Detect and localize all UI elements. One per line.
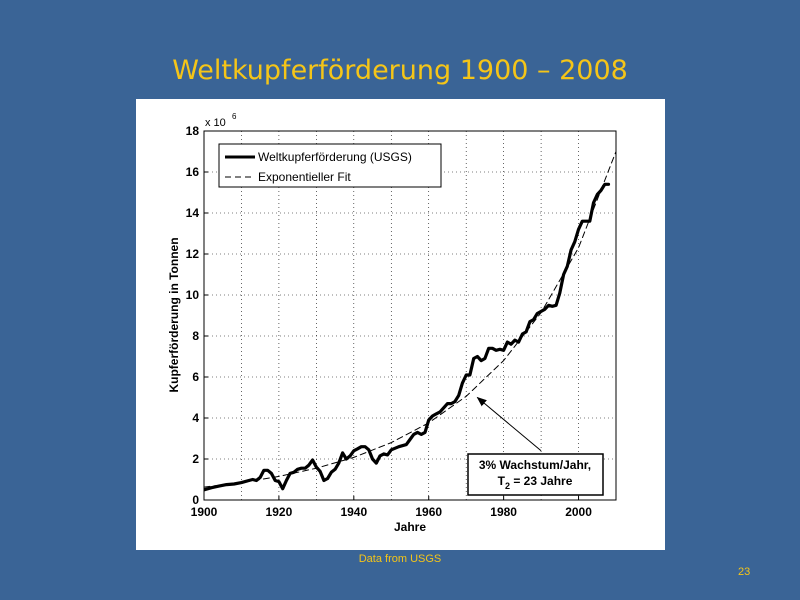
data-source-note: Data from USGS — [358, 553, 442, 565]
x-tick-label: 1960 — [415, 505, 442, 519]
y-tick-label: 18 — [186, 124, 200, 138]
x-tick-label: 1920 — [266, 505, 293, 519]
grid — [204, 131, 616, 500]
y-tick-label: 10 — [186, 288, 200, 302]
page-number: 23 — [738, 566, 751, 578]
chart-panel: 1900 1920 1940 1960 1980 2000 0 2 4 6 8 10 12 14 16 18 … — [136, 99, 665, 550]
legend-label-fit: Exponentieller Fit — [258, 170, 351, 184]
y-multiplier-label: x 10 — [205, 117, 226, 129]
annotation-t-symbol: T — [498, 474, 506, 488]
legend-label-usgs: Weltkupferförderung (USGS) — [258, 150, 412, 164]
annotation-doubling-time: = 23 Jahre — [510, 474, 573, 488]
y-tick-label: 4 — [192, 411, 199, 425]
x-tick-label: 1940 — [340, 505, 367, 519]
y-multiplier-exponent: 6 — [232, 112, 237, 121]
annotation-line-1: 3% Wachstum/Jahr, — [479, 458, 591, 472]
y-tick-label: 16 — [186, 165, 200, 179]
series-line-usgs — [204, 182, 611, 492]
y-axis-label: Kupferförderung in Tonnen — [167, 237, 181, 392]
x-tick-label: 1980 — [490, 505, 517, 519]
slide-title: Weltkupferförderung 1900 – 2008 — [172, 55, 628, 86]
x-tick-label: 2000 — [565, 505, 592, 519]
copper-production-chart: 1900 1920 1940 1960 1980 2000024681012141618 … — [167, 112, 617, 534]
annotation-t-subscript: 2 — [505, 481, 510, 491]
series-line-exponential-fit — [204, 151, 616, 488]
annotation-arrow — [476, 396, 542, 452]
legend: Weltkupferförderung (USGS) Exponentielle… — [218, 143, 442, 188]
growth-annotation: 3% Wachstum/Jahr, T2 = 23 Jahre — [467, 396, 604, 496]
annotation-box — [467, 453, 604, 496]
y-tick-label: 14 — [186, 206, 200, 220]
y-tick-label: 0 — [192, 493, 199, 507]
annotation-line-2: T2 = 23 Jahre — [498, 474, 573, 491]
y-tick-label: 6 — [192, 370, 199, 384]
legend-box — [218, 143, 442, 188]
plot-area-border — [203, 130, 617, 501]
x-axis-label: Jahre — [394, 520, 426, 534]
y-tick-label: 12 — [186, 247, 200, 261]
y-tick-label: 2 — [192, 452, 199, 466]
y-tick-label: 8 — [192, 329, 199, 343]
x-tick-label: 1900 — [191, 505, 218, 519]
